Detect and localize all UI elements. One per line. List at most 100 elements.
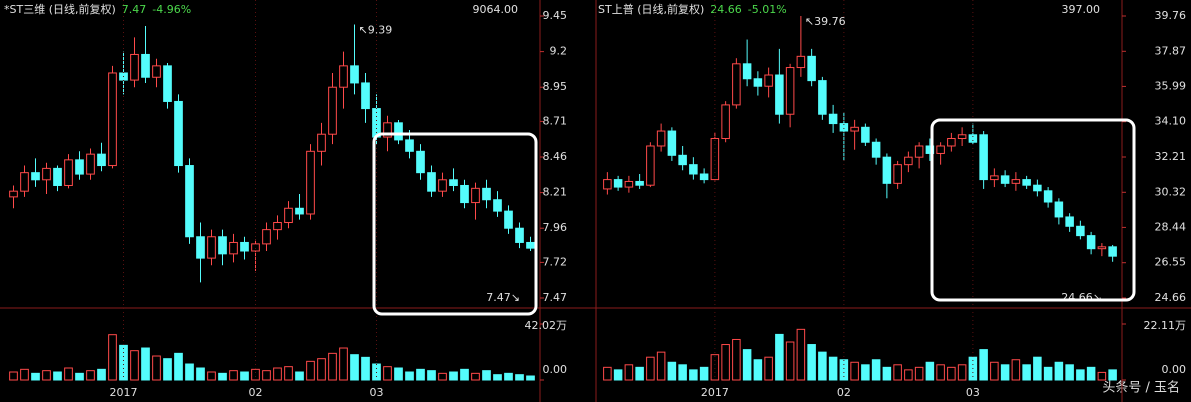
- candle-body: [742, 63, 752, 80]
- chart-title: ST上普 (日线,前复权): [598, 2, 704, 16]
- volume-bar: [295, 371, 304, 381]
- volume-tick-label: 22.11万: [1144, 319, 1187, 332]
- candle-body: [764, 74, 773, 87]
- volume-bar: [925, 361, 935, 381]
- candle-body: [603, 179, 612, 190]
- volume-bar: [20, 368, 29, 381]
- volume-bar: [699, 366, 709, 381]
- volume-bar: [742, 349, 752, 381]
- volume-bar: [635, 366, 644, 381]
- candle-body: [904, 156, 913, 166]
- volume-bar: [1043, 366, 1053, 381]
- volume-bar: [861, 364, 870, 381]
- volume-bar: [383, 366, 392, 381]
- volume-bar: [689, 369, 698, 381]
- candle-body: [775, 74, 784, 115]
- candle-body: [635, 180, 644, 186]
- volume-bar: [229, 370, 238, 381]
- volume-bar: [656, 351, 666, 381]
- volume-bar: [1011, 359, 1021, 381]
- price-label: 7.47: [122, 3, 147, 16]
- last-label: 7.47↘: [486, 291, 520, 304]
- chart-header: ST上普 (日线,前复权) 24.66 -5.01%: [598, 2, 787, 16]
- volume-bar: [732, 338, 741, 381]
- y-tick-label: 7.96: [543, 221, 568, 234]
- x-tick-label: 03: [966, 386, 980, 399]
- candle-body: [882, 156, 892, 184]
- candle-body: [317, 133, 326, 152]
- volume-bar: [624, 364, 634, 381]
- volume-bar: [174, 352, 183, 381]
- candle-body: [383, 122, 392, 138]
- volume-bar: [108, 334, 117, 381]
- candle-body: [1043, 190, 1053, 203]
- volume-bar: [196, 367, 205, 381]
- candle-body: [839, 123, 849, 132]
- candle-body: [152, 65, 161, 78]
- volume-bar: [979, 349, 988, 381]
- y-tick-label: 9.45: [543, 9, 568, 22]
- volume-bar: [807, 344, 816, 381]
- volume-bar: [914, 366, 924, 381]
- candle-body: [515, 227, 524, 243]
- candle-body: [850, 126, 859, 132]
- y-tick-label: 35.99: [1155, 79, 1187, 92]
- candle-body: [710, 138, 720, 181]
- volume-bar: [9, 371, 18, 381]
- volume-bar: [1065, 364, 1074, 381]
- volume-bar: [449, 371, 458, 381]
- candle-body: [284, 207, 293, 224]
- candle-body: [979, 134, 988, 181]
- candle-body: [350, 65, 359, 84]
- volume-bar: [75, 372, 84, 381]
- volume-bar: [328, 352, 337, 381]
- candle-body: [957, 134, 967, 140]
- volume-bar: [721, 344, 730, 381]
- volume-bar: [119, 344, 128, 381]
- volume-bar: [42, 370, 51, 381]
- candle-body: [646, 145, 655, 186]
- volume-bar: [785, 341, 795, 381]
- volume-bar: [871, 359, 881, 381]
- volume-bar: [796, 328, 806, 381]
- volume-bar: [678, 364, 687, 381]
- volume-bar: [64, 367, 73, 381]
- candle-body: [689, 164, 698, 175]
- candle-body: [141, 53, 150, 78]
- candle-body: [273, 222, 282, 231]
- volume-bar: [163, 358, 172, 381]
- candle-body: [75, 159, 84, 175]
- volume-bar: [1022, 364, 1031, 381]
- volume-bar: [646, 356, 655, 381]
- candle-body: [1076, 225, 1085, 237]
- candle-body: [796, 55, 806, 69]
- volume-bar: [185, 363, 194, 381]
- candle-body: [97, 153, 106, 167]
- candle-body: [482, 187, 491, 201]
- candle-body: [449, 179, 458, 186]
- candle-body: [936, 145, 945, 154]
- x-tick-label: 02: [249, 386, 263, 399]
- volume-bar: [515, 374, 524, 381]
- peak-label: ↖9.39: [359, 24, 393, 37]
- y-tick-label: 37.87: [1155, 44, 1187, 57]
- volume-bar: [97, 368, 106, 381]
- x-tick-label: 03: [370, 386, 384, 399]
- volume-bar: [603, 366, 612, 381]
- candle-body: [196, 236, 205, 259]
- candle-body: [185, 165, 194, 238]
- volume-bar: [339, 347, 348, 381]
- candle-body: [1000, 175, 1010, 184]
- volume-bar: [710, 354, 720, 381]
- candle-body: [295, 207, 304, 215]
- candle-body: [64, 159, 73, 186]
- volume-bar: [482, 370, 491, 381]
- x-tick-label: 02: [837, 386, 851, 399]
- chart-title: *ST三维 (日线,前复权): [4, 2, 116, 16]
- y-tick-label: 7.72: [543, 255, 568, 268]
- candle-body: [218, 236, 227, 255]
- candle-body: [86, 153, 95, 175]
- volume-bar: [882, 366, 892, 381]
- x-tick-label: 2017: [110, 386, 138, 399]
